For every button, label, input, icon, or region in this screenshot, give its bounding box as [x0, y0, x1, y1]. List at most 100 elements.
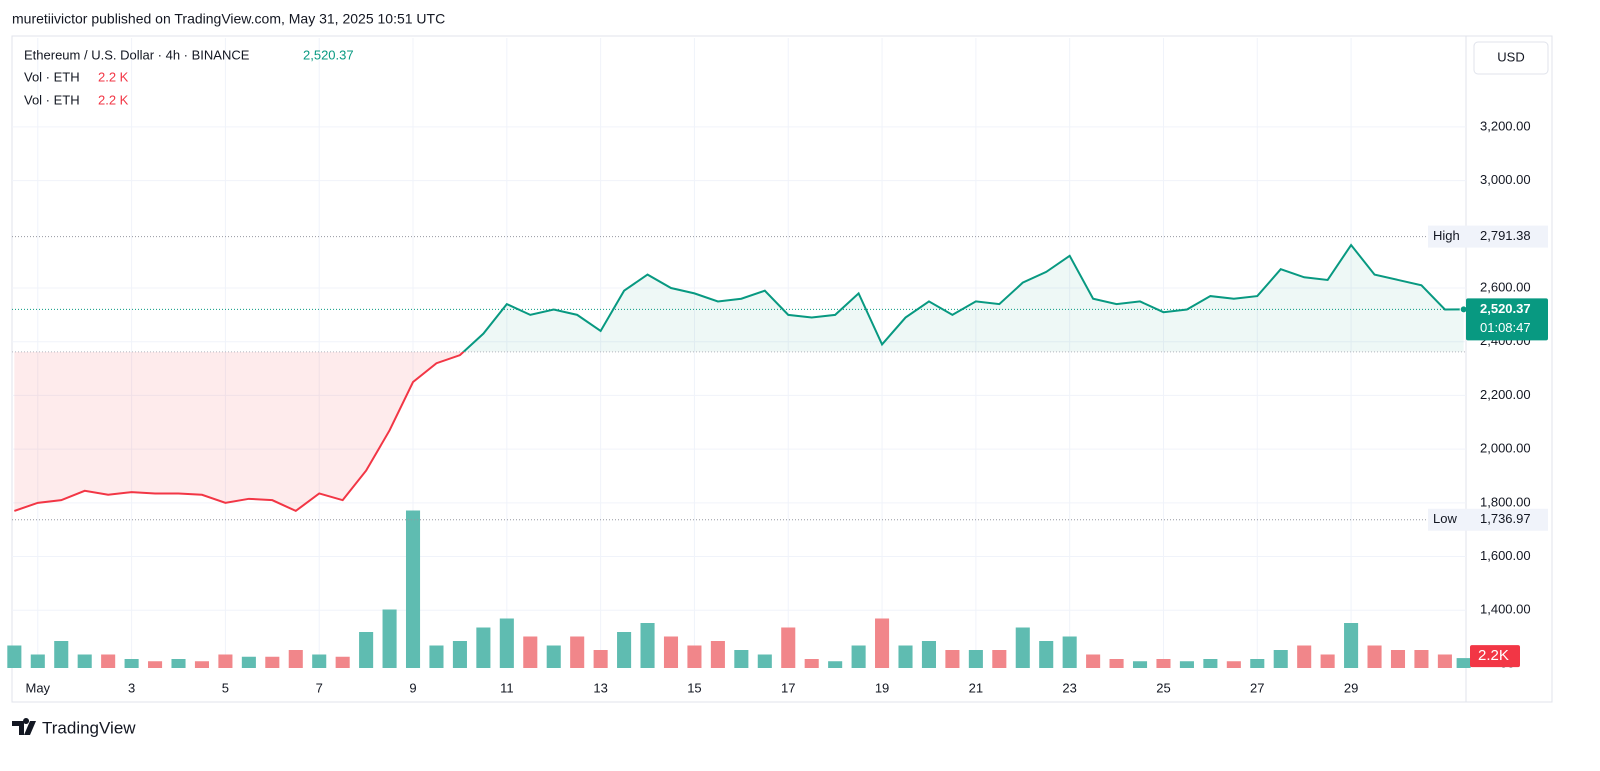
- volume-bar: [1179, 661, 1194, 668]
- y-tick-label: 2,000.00: [1480, 441, 1531, 456]
- countdown: 01:08:47: [1480, 320, 1531, 335]
- y-tick-label: 1,400.00: [1480, 602, 1531, 617]
- currency-button[interactable]: [1473, 41, 1549, 75]
- last-price-tag: [1466, 298, 1548, 341]
- volume-bar: [921, 641, 936, 668]
- volume-bar: [359, 632, 374, 668]
- volume-bar: [851, 645, 866, 668]
- volume-bar: [875, 618, 890, 668]
- legend-title: Ethereum / U.S. Dollar · 4h · BINANCE: [24, 47, 250, 62]
- x-tick-label: 17: [781, 680, 795, 695]
- volume-bar: [194, 661, 209, 668]
- x-tick-label: 25: [1156, 680, 1170, 695]
- x-tick-label: 27: [1250, 680, 1264, 695]
- x-tick-label: May: [26, 680, 51, 695]
- volume-bar: [148, 661, 163, 668]
- volume-bar: [1226, 661, 1241, 668]
- volume-bar: [312, 654, 327, 668]
- x-tick-label: 21: [969, 680, 983, 695]
- volume-bar: [77, 654, 92, 668]
- volume-bar: [1015, 627, 1030, 668]
- x-tick-label: 19: [875, 680, 889, 695]
- volume-bar: [101, 654, 116, 668]
- volume-bar: [335, 656, 350, 668]
- volume-bar: [734, 650, 749, 668]
- volume-bar: [171, 659, 186, 668]
- volume-bar: [1250, 659, 1265, 668]
- volume-bar: [405, 510, 421, 668]
- low-name: Low: [1433, 511, 1457, 526]
- volume-bar: [1109, 659, 1124, 668]
- logo-icon: [12, 718, 36, 735]
- volume-bar: [898, 645, 913, 668]
- x-tick-label: 9: [409, 680, 416, 695]
- x-tick-label: 5: [222, 680, 229, 695]
- volume-bar: [1367, 645, 1382, 668]
- volume-tag: [1470, 645, 1520, 668]
- axes: 1,400.00 1,600.00 1,800.00 2,000.00 2,200.00…: [26, 118, 1548, 695]
- volume-bar: [499, 618, 514, 668]
- volume-bar: [1156, 659, 1171, 668]
- volume-bar: [1456, 658, 1471, 668]
- x-tick-label: 3: [128, 680, 135, 695]
- volume-bar: [218, 654, 233, 668]
- low-tag-bg: [1428, 508, 1548, 531]
- volume-bar: [1344, 623, 1359, 668]
- volume-bar: [570, 636, 585, 668]
- volume-bar: [1297, 645, 1312, 668]
- volume-bar: [663, 636, 679, 668]
- volume-bar: [54, 641, 69, 668]
- volume-bar: [804, 659, 819, 668]
- volume-bar: [523, 636, 538, 668]
- volume-bar: [828, 661, 843, 668]
- volume-bar: [1039, 641, 1054, 668]
- high-tag-bg: [1428, 225, 1548, 248]
- volume-bar: [710, 641, 725, 668]
- volume-bar: [452, 641, 467, 668]
- volume-bar: [1437, 654, 1452, 668]
- logo-text: TradingView: [42, 718, 136, 737]
- y-tick-label: 3,200.00: [1480, 118, 1531, 133]
- area-above: [463, 245, 1464, 352]
- y-tick-label: 3,000.00: [1480, 172, 1531, 187]
- y-tick-label: 1,600.00: [1480, 548, 1531, 563]
- volume-bar: [429, 645, 444, 668]
- volume-bar: [1062, 636, 1077, 668]
- volume-bar: [687, 645, 702, 668]
- volume-bar: [617, 632, 632, 668]
- high-label: 2,791.38: [1480, 228, 1531, 243]
- x-tick-label: 11: [500, 680, 514, 695]
- x-tick-label: 7: [316, 680, 323, 695]
- legend-volume-name: Vol · ETH: [24, 69, 80, 84]
- x-tick-label: 13: [593, 680, 607, 695]
- y-tick-label: 1,800.00: [1480, 494, 1531, 509]
- high-name: High: [1433, 228, 1460, 243]
- legend-volume-value: 2.2 K: [98, 92, 129, 107]
- volume-bar: [1414, 650, 1429, 668]
- last-price-label: 2,520.37: [1480, 301, 1531, 316]
- x-tick-label: 29: [1344, 680, 1358, 695]
- x-tick-label: 23: [1062, 680, 1076, 695]
- price-line-down: [14, 351, 465, 513]
- area-below: [14, 351, 1464, 511]
- chart-frame: [11, 35, 1553, 703]
- volume-bar: [640, 623, 655, 668]
- price-plot: [12, 236, 1468, 521]
- volume-bar: [30, 654, 45, 668]
- price-line-up: [461, 243, 1464, 352]
- grid: [12, 38, 1466, 668]
- low-label: 1,736.97: [1480, 511, 1531, 526]
- legend-volume-value: 2.2 K: [98, 69, 129, 84]
- currency-label[interactable]: USD: [1497, 49, 1524, 64]
- volume-bar: [476, 627, 491, 668]
- volume-bar: [382, 609, 397, 668]
- y-tick-label: 2,600.00: [1480, 279, 1531, 294]
- volume-bar: [968, 650, 983, 668]
- volume-bar: [124, 659, 139, 668]
- volume-bar: [781, 627, 796, 668]
- volume-bar: [1320, 654, 1335, 668]
- publisher-header: muretiivictor published on TradingView.c…: [12, 11, 445, 27]
- volume-bar: [1390, 650, 1406, 668]
- volume-tag-label: 2.2K: [1478, 647, 1509, 664]
- volume-bar: [1132, 661, 1148, 668]
